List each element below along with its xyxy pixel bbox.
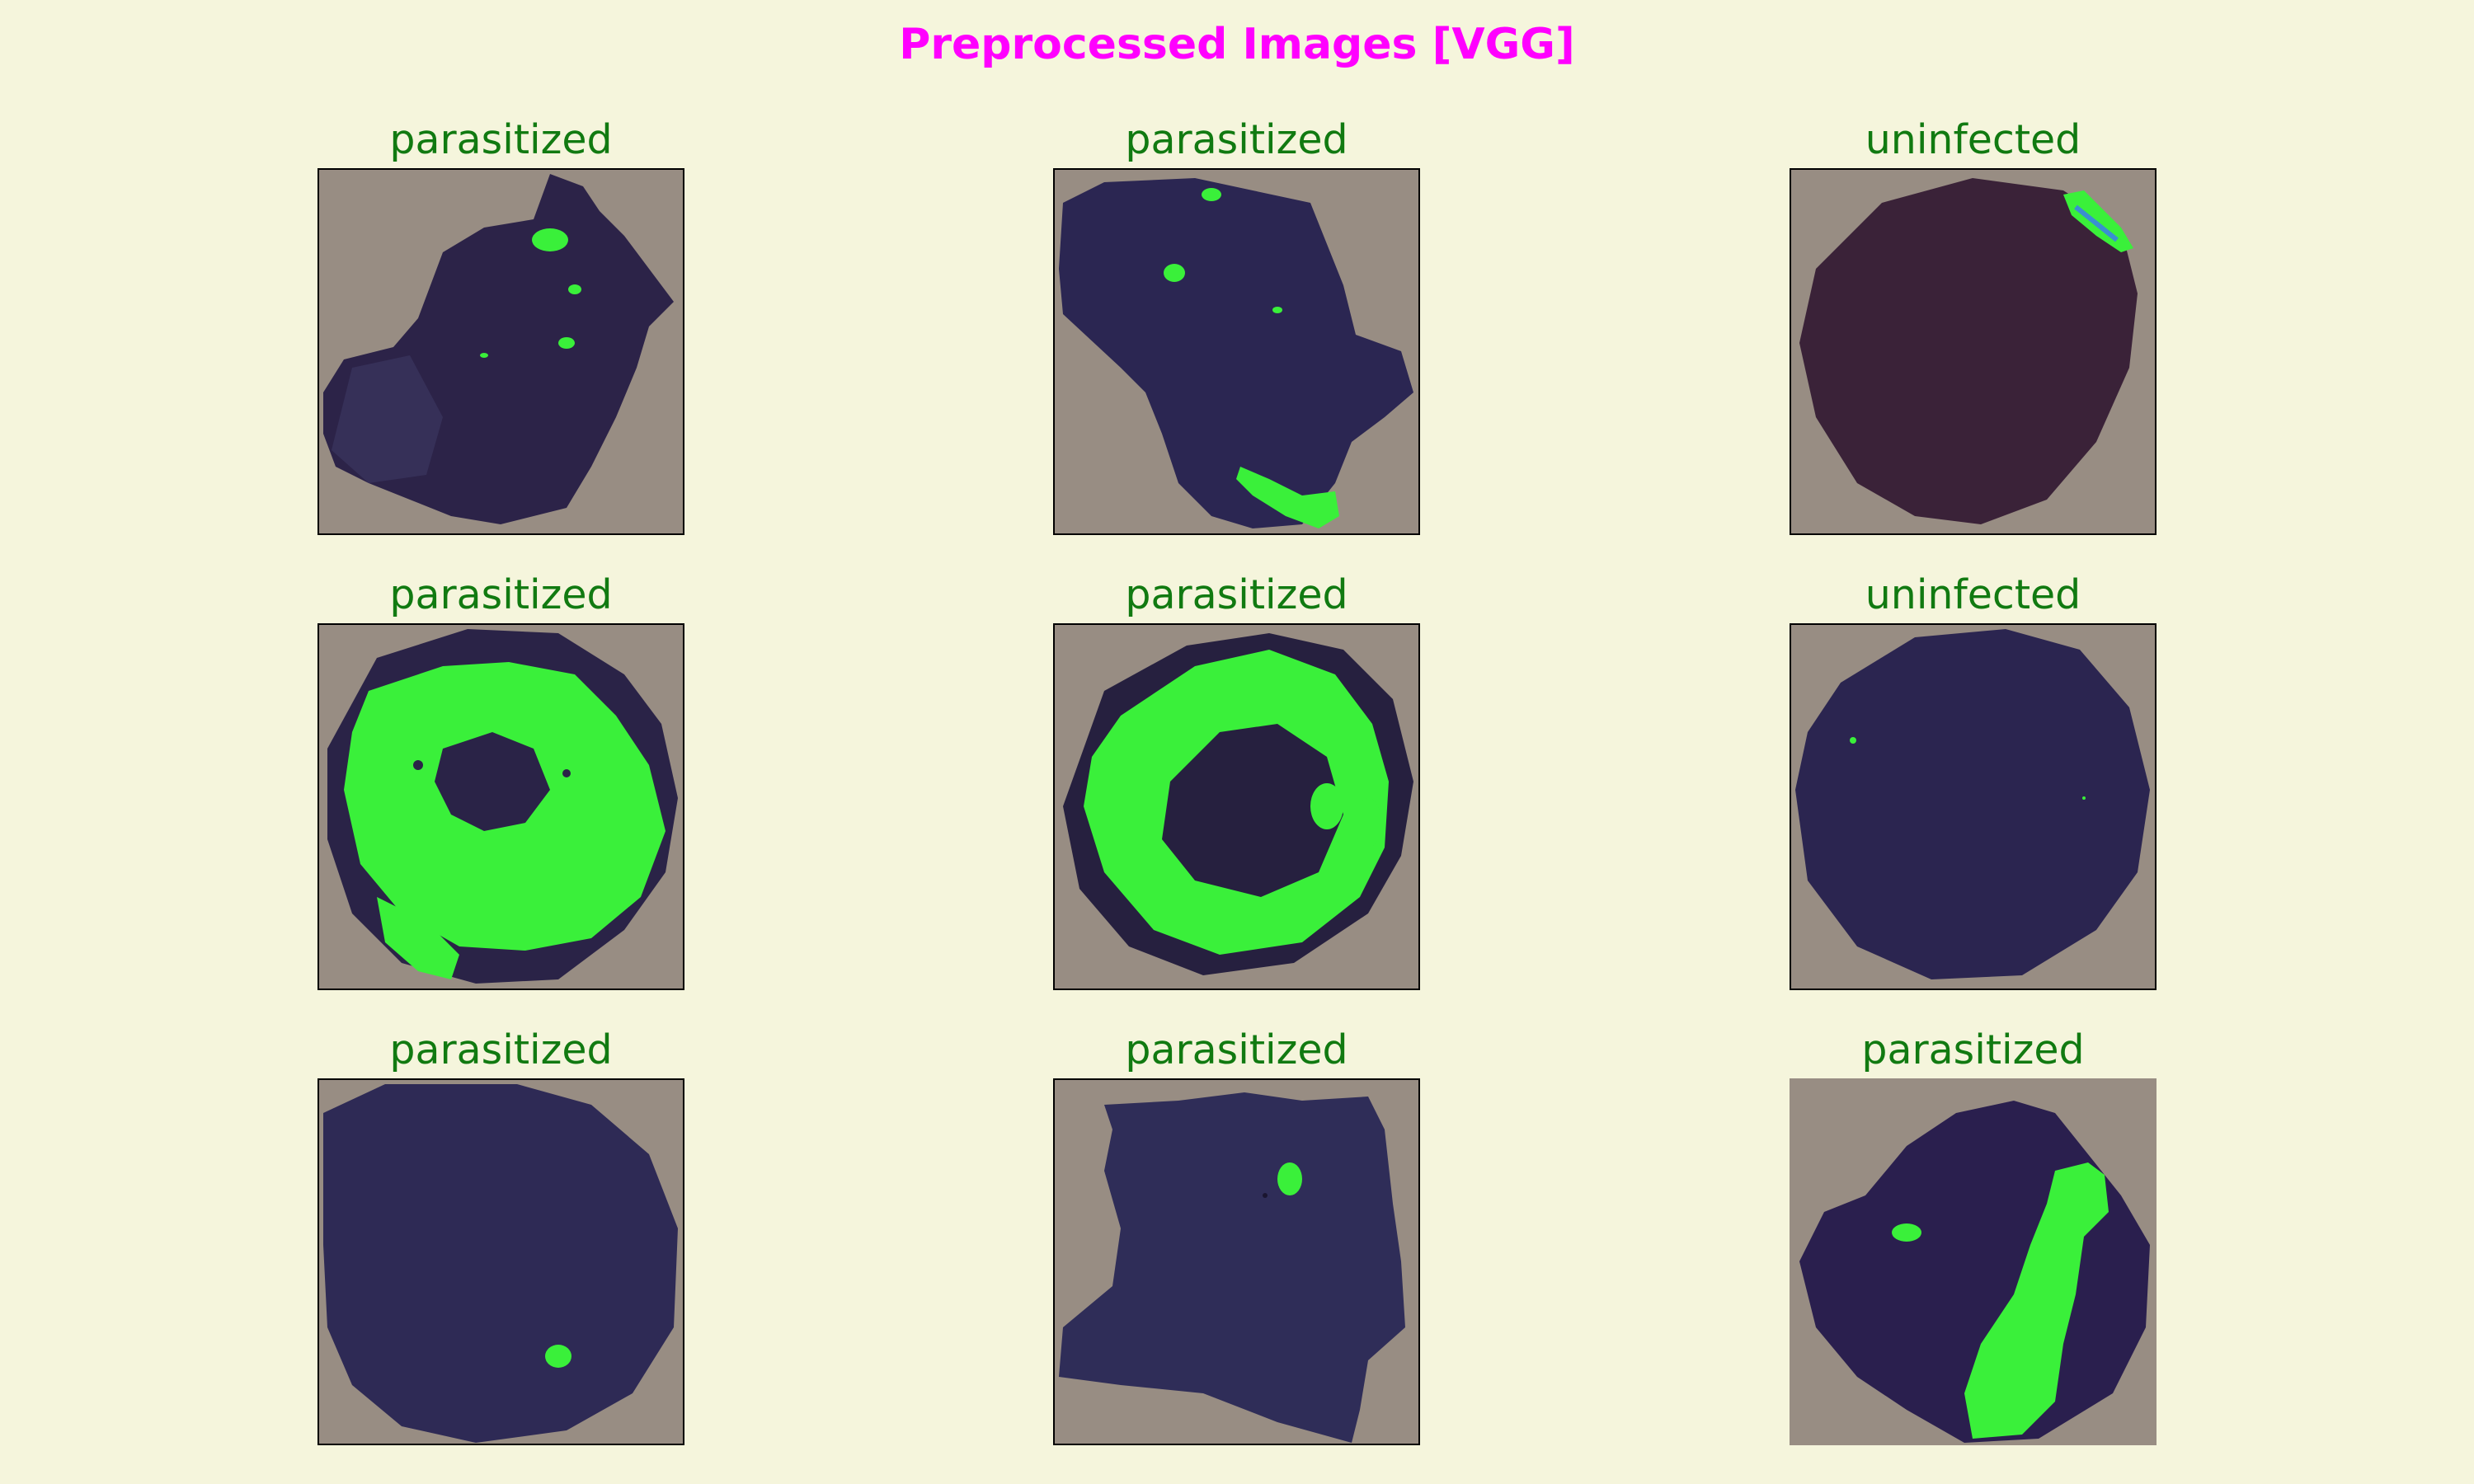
- cell-image-4: [317, 623, 684, 990]
- parasite-stain: [545, 1345, 571, 1368]
- cell-image-2: [1053, 168, 1420, 535]
- cell-image-5: [1053, 623, 1420, 990]
- image-panel-7: parasitized: [317, 1022, 684, 1445]
- cell-image-1: [317, 168, 684, 535]
- panel-label: parasitized: [389, 571, 613, 618]
- figure-title: Preprocessed Images [VGG]: [899, 20, 1575, 69]
- parasite-stain: [1964, 1162, 2109, 1439]
- cell-body: [1799, 178, 2138, 524]
- cell-image-7: [317, 1078, 684, 1445]
- image-panel-6: uninfected: [1790, 567, 2157, 990]
- cell-body: [1059, 178, 1413, 528]
- cell-body: [1795, 629, 2150, 979]
- image-panel-8: parasitized: [1053, 1022, 1420, 1445]
- image-panel-9: parasitized: [1790, 1022, 2157, 1445]
- parasite-stain: [1277, 1162, 1302, 1195]
- parasite-stain: [532, 228, 568, 251]
- cell-image-8: [1053, 1078, 1420, 1445]
- cell-body: [323, 1084, 678, 1443]
- cell-image-3: [1790, 168, 2157, 535]
- image-panel-3: uninfected: [1790, 112, 2157, 535]
- image-panel-5: parasitized: [1053, 567, 1420, 990]
- image-panel-2: parasitized: [1053, 112, 1420, 535]
- cell-body: [1059, 1092, 1405, 1443]
- parasite-stain: [1202, 188, 1221, 201]
- panel-label: parasitized: [389, 116, 613, 163]
- panel-label: parasitized: [1861, 1026, 2085, 1073]
- panel-label: uninfected: [1865, 116, 2081, 163]
- image-panel-1: parasitized: [317, 112, 684, 535]
- panel-label: parasitized: [389, 1026, 613, 1073]
- image-panel-4: parasitized: [317, 567, 684, 990]
- panel-label: parasitized: [1125, 571, 1348, 618]
- cell-image-6: [1790, 623, 2157, 990]
- panel-label: parasitized: [1125, 116, 1348, 163]
- cell-image-9: [1790, 1078, 2157, 1445]
- parasite-stain: [1850, 737, 1856, 744]
- panel-label: uninfected: [1865, 571, 2081, 618]
- panel-label: parasitized: [1125, 1026, 1348, 1073]
